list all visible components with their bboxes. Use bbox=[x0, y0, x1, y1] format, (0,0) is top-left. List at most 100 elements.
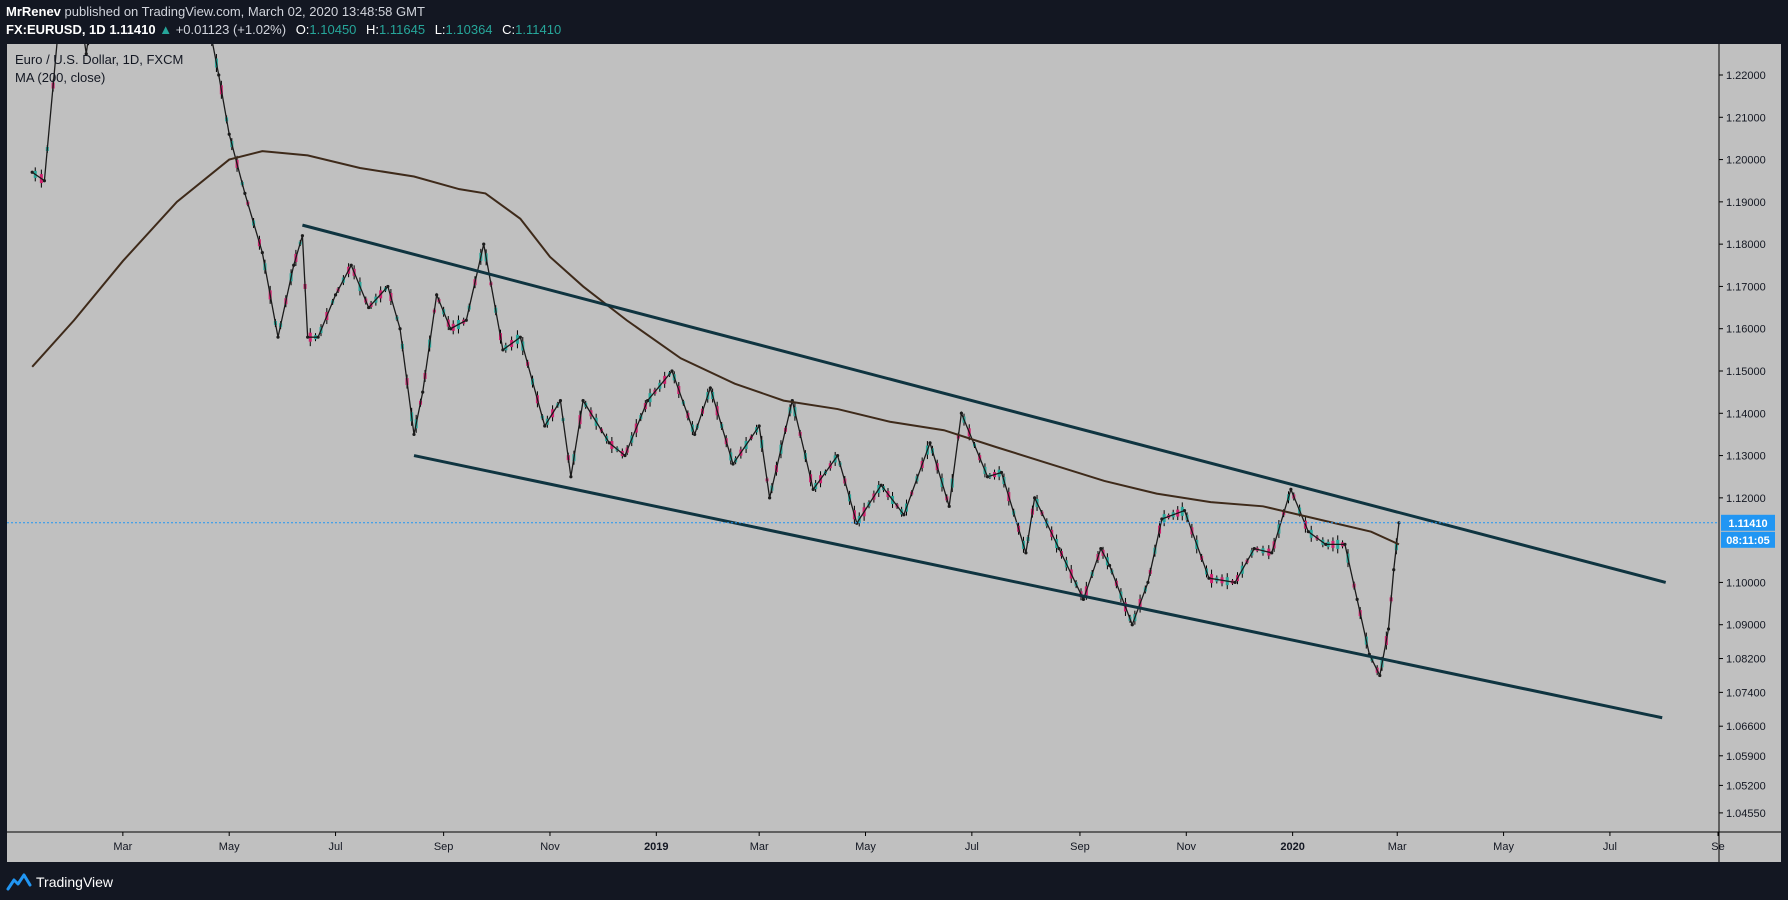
symbol-label[interactable]: FX:EURUSD, 1D bbox=[6, 22, 106, 37]
price-tick-label: 1.22000 bbox=[1726, 70, 1766, 82]
price-tick-label: 1.09000 bbox=[1726, 620, 1766, 632]
countdown-tag-box bbox=[1721, 531, 1775, 548]
price-tick-label: 1.14000 bbox=[1726, 408, 1766, 420]
candle-body bbox=[115, 5, 118, 10]
candle-body bbox=[182, 17, 185, 20]
price-point bbox=[501, 348, 505, 352]
price-point bbox=[449, 327, 453, 331]
price-point bbox=[543, 424, 547, 428]
price-point bbox=[902, 513, 906, 517]
candle-body bbox=[124, 26, 127, 29]
plot-area[interactable] bbox=[7, 44, 1719, 832]
price-point bbox=[464, 318, 468, 322]
candle-body bbox=[57, 18, 60, 26]
candle-body bbox=[152, 34, 155, 40]
moving-average-line bbox=[31, 150, 1400, 546]
price-point bbox=[1160, 517, 1164, 521]
time-axis-area[interactable] bbox=[7, 832, 1781, 862]
time-tick-label: Jul bbox=[1603, 841, 1617, 853]
high-label: H: bbox=[366, 22, 380, 37]
candle-body bbox=[131, 14, 134, 19]
time-tick-label: Jul bbox=[965, 841, 979, 853]
channel-lower-line bbox=[413, 454, 1663, 720]
time-tick-label: May bbox=[1493, 841, 1514, 853]
price-point bbox=[154, 40, 157, 43]
time-tick-label: Nov bbox=[540, 841, 560, 853]
price-tick-label: 1.21000 bbox=[1726, 112, 1766, 124]
price-tick-label: 1.04550 bbox=[1726, 808, 1766, 820]
drawings-layer[interactable] bbox=[302, 223, 1667, 720]
price-point bbox=[731, 462, 735, 466]
legend-indicator[interactable]: MA (200, close) bbox=[15, 70, 105, 85]
series-layer bbox=[30, 4, 1401, 678]
price-tick-label: 1.07400 bbox=[1726, 687, 1766, 699]
price-point bbox=[581, 399, 585, 403]
open-label: O: bbox=[295, 22, 310, 37]
channel-upper-line bbox=[302, 223, 1667, 584]
price-point bbox=[1130, 623, 1134, 627]
price-tick-label: 1.12000 bbox=[1726, 493, 1766, 505]
time-tick-label: May bbox=[855, 841, 876, 853]
candle-body bbox=[136, 12, 139, 19]
price-point bbox=[367, 305, 371, 310]
price-point bbox=[1378, 673, 1382, 678]
last-price-text: 1.11410 bbox=[109, 22, 156, 37]
publish-info: MrRenev published on TradingView.com, Ma… bbox=[6, 4, 425, 19]
time-ticks: Mar May Jul Sep Nov 2019 Mar May Jul Sep Nov 2020 Ma… bbox=[113, 832, 1725, 853]
candle-body bbox=[173, 25, 176, 28]
candle-body bbox=[87, 32, 90, 41]
price-point bbox=[693, 432, 697, 437]
price-point bbox=[768, 496, 772, 500]
low-value: 1.10364 bbox=[445, 22, 493, 37]
low-label: L: bbox=[434, 22, 446, 37]
price-point bbox=[1252, 547, 1256, 551]
price-point bbox=[227, 132, 231, 136]
price-point bbox=[243, 191, 247, 195]
candle-body bbox=[147, 28, 150, 32]
price-point bbox=[959, 411, 963, 415]
price-point bbox=[928, 441, 932, 445]
publisher-name[interactable]: MrRenev bbox=[6, 4, 61, 19]
price-point bbox=[1057, 547, 1061, 551]
price-point bbox=[879, 483, 883, 487]
price-point bbox=[1099, 547, 1103, 551]
price-point bbox=[482, 242, 486, 246]
price-point bbox=[1386, 627, 1391, 631]
price-point bbox=[349, 263, 353, 267]
candle-body bbox=[210, 36, 213, 43]
price-point bbox=[30, 170, 34, 174]
time-tick-label: Sep bbox=[434, 841, 454, 853]
price-point bbox=[1343, 542, 1347, 546]
change-arrow-icon: ▲ bbox=[159, 22, 173, 37]
price-point bbox=[1033, 496, 1037, 500]
price-point bbox=[316, 335, 320, 339]
legend-title[interactable]: Euro / U.S. Dollar, 1D, FXCM bbox=[15, 52, 183, 67]
price-tick-label: 1.15000 bbox=[1726, 366, 1766, 378]
price-point bbox=[1207, 576, 1211, 580]
candle-body bbox=[187, 13, 190, 18]
tradingview-logo-icon bbox=[6, 873, 32, 891]
price-point bbox=[623, 453, 627, 458]
candle-body bbox=[82, 29, 85, 36]
last-price-tag: 1.11410 bbox=[1721, 514, 1775, 531]
price-point bbox=[292, 263, 296, 267]
candle-body bbox=[196, 4, 199, 13]
change-text: +0.01123 (+1.02%) bbox=[175, 22, 287, 37]
price-point bbox=[276, 335, 280, 339]
price-point bbox=[175, 23, 178, 26]
price-axis-area[interactable] bbox=[1719, 44, 1781, 832]
price-point bbox=[217, 73, 221, 77]
candle-body bbox=[192, 8, 195, 15]
price-tick-label: 1.18000 bbox=[1726, 239, 1766, 251]
footer-brand[interactable]: TradingView bbox=[6, 870, 113, 894]
time-tick-label: 2020 bbox=[1280, 841, 1304, 853]
price-tick-label: 1.16000 bbox=[1726, 324, 1766, 336]
price-point bbox=[947, 504, 951, 508]
candle-body bbox=[141, 18, 144, 27]
price-point bbox=[1397, 521, 1401, 525]
price-point bbox=[133, 10, 136, 13]
price-tick-label: 1.06600 bbox=[1726, 721, 1766, 733]
price-point bbox=[569, 475, 573, 479]
price-tick-label: 1.17000 bbox=[1726, 281, 1766, 293]
